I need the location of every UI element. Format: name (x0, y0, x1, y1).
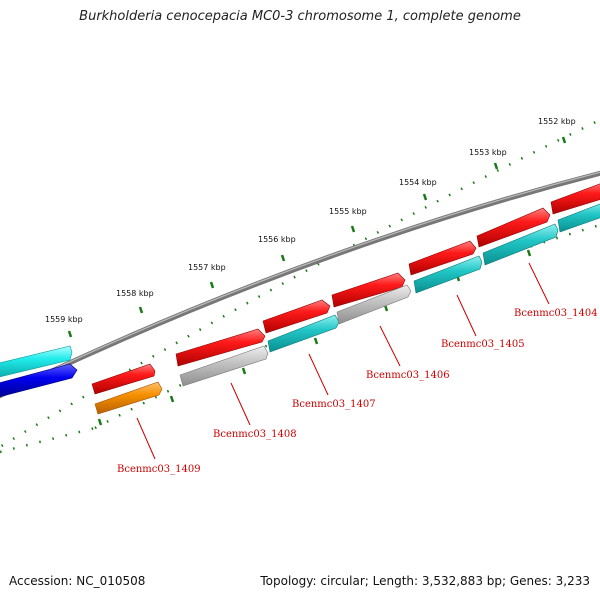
major-ticks (67, 136, 567, 426)
reverse-cds-track (94, 203, 600, 415)
gene-label: Bcenmc03_1408 (213, 429, 297, 440)
label-leaders (136, 262, 550, 460)
scale-label: 1555 kbp (329, 207, 367, 216)
backbone (0, 170, 600, 399)
major-tick (350, 225, 356, 233)
cds-gray (336, 284, 412, 325)
scale-label: 1558 kbp (116, 289, 154, 298)
gene-label: Bcenmc03_1404 (514, 308, 598, 319)
cds-cyan-partial (0, 345, 73, 378)
cds-red (262, 299, 331, 334)
backbone-highlight (0, 171, 600, 396)
cds-gray (179, 345, 269, 387)
major-tick (67, 330, 73, 338)
major-tick (209, 281, 215, 289)
scale-label: 1553 kbp (469, 148, 507, 157)
major-tick (97, 418, 103, 426)
leader-line (456, 294, 477, 337)
gene-label: Bcenmc03_1406 (366, 370, 450, 381)
cds-red (331, 272, 406, 308)
scale-label: 1554 kbp (399, 178, 437, 187)
major-tick (561, 136, 567, 144)
cds-red (91, 363, 156, 395)
scale-label: 1556 kbp (258, 235, 296, 244)
leader-line (379, 325, 401, 367)
scale-label: 1557 kbp (188, 263, 226, 272)
leader-line (136, 417, 156, 460)
cds-red (408, 240, 477, 276)
cds-orange (94, 381, 163, 415)
gene-label: Bcenmc03_1407 (292, 399, 376, 410)
cds-red (550, 183, 600, 215)
major-tick (138, 306, 144, 314)
gene-label: Bcenmc03_1405 (441, 339, 525, 350)
cds-red (175, 328, 266, 367)
leader-line (308, 353, 329, 396)
scale-ticks-left (0, 426, 96, 454)
major-tick (241, 367, 247, 375)
major-tick (422, 193, 428, 201)
summary-text: Topology: circular; Length: 3,532,883 bp… (260, 574, 590, 588)
scale-label: 1552 kbp (538, 117, 576, 126)
scale-label: 1559 kbp (45, 315, 83, 324)
major-tick (280, 254, 286, 262)
cds-teal (557, 203, 600, 233)
leader-line (528, 262, 550, 305)
forward-cds-track (91, 183, 600, 395)
cds-red (476, 207, 551, 248)
cds-teal (267, 314, 340, 353)
gene-label: Bcenmc03_1409 (117, 464, 201, 475)
scale-labels: 1552 kbp 1553 kbp 1554 kbp 1555 kbp 1556… (45, 117, 576, 324)
accession-text: Accession: NC_010508 (9, 574, 146, 588)
leader-line (230, 382, 251, 426)
major-tick (313, 337, 319, 345)
cds-teal (482, 223, 559, 266)
cds-teal (413, 255, 483, 294)
major-tick (169, 395, 175, 403)
gene-labels: Bcenmc03_1404 Bcenmc03_1405 Bcenmc03_140… (117, 308, 598, 475)
major-tick (526, 249, 532, 257)
major-tick (493, 162, 499, 170)
map-title: Burkholderia cenocepacia MC0-3 chromosom… (79, 9, 521, 24)
cds-blue-partial (0, 363, 78, 398)
